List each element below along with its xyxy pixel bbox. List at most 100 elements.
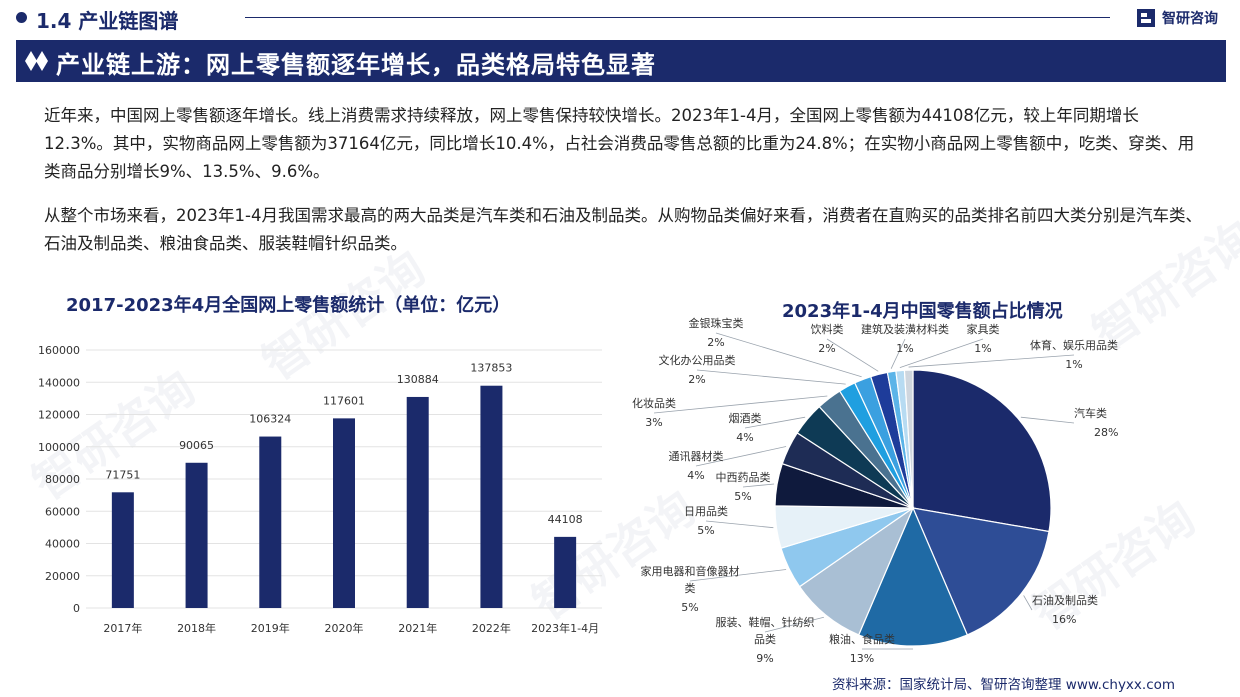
divider: [245, 17, 1110, 18]
data-label: 71751: [105, 468, 140, 481]
slice-label: 汽车类: [1074, 406, 1107, 420]
y-tick-label: 80000: [45, 473, 80, 486]
slice-pct-label: 5%: [681, 601, 698, 614]
y-tick-label: 0: [73, 602, 80, 615]
slice-pct-label: 9%: [756, 652, 773, 665]
data-label: 44108: [548, 513, 583, 526]
leader-line: [696, 369, 846, 385]
y-tick-label: 60000: [45, 505, 80, 518]
bar: [259, 436, 282, 608]
slice-label: 通讯器材类: [669, 449, 724, 463]
data-label: 137853: [470, 362, 512, 375]
pie-slice: [903, 369, 914, 509]
leader-line: [826, 338, 879, 372]
banner-title: 产业链上游：网上零售额逐年增长，品类格局特色显著: [56, 51, 656, 79]
leader-line: [689, 569, 787, 582]
slice-pct-label: 2%: [707, 336, 724, 349]
bar: [111, 492, 134, 608]
slice-label: 金银珠宝类: [689, 316, 744, 330]
slice-pct-label: 3%: [645, 416, 662, 429]
brand-logo-icon: [1137, 9, 1155, 27]
y-tick-label: 40000: [45, 538, 80, 551]
bar-chart: 0 20000 40000 60000 80000 100000 120000 140000 1…: [38, 344, 602, 635]
leader-line: [908, 354, 1075, 368]
y-tick-label: 160000: [38, 344, 80, 357]
slice-pct-label: 1%: [1065, 358, 1082, 371]
leader-line: [653, 395, 828, 414]
x-tick-label: 2021年: [398, 621, 437, 635]
y-tick-label: 120000: [38, 409, 80, 422]
paragraph-2: 从整个市场来看，2023年1-4月我国需求最高的两大品类是汽车类和石油及制品类。…: [44, 206, 1202, 253]
slice-pct-label: 1%: [896, 342, 913, 355]
slice-label: 文化办公用品类: [659, 353, 736, 367]
slice-label: 服装、鞋帽、针纺织: [716, 615, 815, 629]
x-tick-label: 2022年: [472, 621, 511, 635]
slice-pct-label: 4%: [736, 431, 753, 444]
pie-chart-title: 2023年1-4月中国零售额占比情况: [782, 301, 1063, 322]
slice-pct-label: 5%: [734, 490, 751, 503]
x-tick-label: 2020年: [325, 621, 364, 635]
slice-pct-label: 4%: [687, 469, 704, 482]
bar: [554, 536, 577, 608]
brand-name: 智研咨询: [1162, 11, 1218, 27]
slice-pct-label: 5%: [697, 524, 714, 537]
data-label: 106324: [249, 413, 291, 426]
banner: 产业链上游：网上零售额逐年增长，品类格局特色显著: [16, 40, 1226, 82]
slice-pct-label: 28%: [1094, 426, 1118, 439]
data-label: 130884: [397, 373, 439, 386]
brand-logo: 智研咨询: [1136, 6, 1218, 30]
slice-label: 品类: [754, 632, 776, 646]
slice-label: 石油及制品类: [1032, 593, 1098, 607]
slice-label: 体育、娱乐用品类: [1030, 338, 1118, 352]
leader-line: [742, 483, 775, 488]
y-tick-label: 140000: [38, 376, 80, 389]
slice-label: 日用品类: [684, 504, 728, 518]
x-tick-label: 2023年1-4月: [531, 621, 599, 635]
slice-label: 建筑及装潢材料类: [861, 322, 949, 336]
slice-label: 家用电器和音像器材: [641, 564, 740, 578]
leader-line: [1023, 595, 1033, 611]
slice-pct-label: 16%: [1052, 613, 1076, 626]
bar: [480, 385, 503, 608]
source-note: 资料来源：国家统计局、智研咨询整理 www.chyxx.com: [832, 677, 1176, 693]
slice-label: 粮油、食品类: [829, 632, 895, 646]
bar: [333, 418, 355, 608]
x-tick-label: 2017年: [103, 621, 142, 635]
slice-label: 烟酒类: [729, 411, 762, 425]
x-tick-label: 2018年: [177, 621, 216, 635]
bar: [406, 396, 429, 608]
leader-line: [890, 338, 906, 369]
y-tick-label: 100000: [38, 441, 80, 454]
slice-pct-label: 1%: [974, 342, 991, 355]
top-bar: 1.4 产业链图谱 智研咨询: [0, 0, 1240, 38]
paragraph-1: 近年来，中国网上零售额逐年增长。线上消费需求持续释放，网上零售保持较快增长。20…: [44, 106, 1195, 181]
leader-line: [1020, 416, 1075, 424]
bar: [185, 462, 208, 608]
data-label: 90065: [179, 439, 214, 452]
leader-line: [899, 338, 984, 368]
leader-line: [744, 416, 806, 429]
slice-pct-label: 2%: [688, 373, 705, 386]
slice-label: 类: [685, 581, 696, 595]
diamond-icon: [25, 51, 48, 71]
section-title: 1.4 产业链图谱: [36, 9, 179, 33]
section-bullet-icon: [16, 12, 27, 23]
bar-chart-title: 2017-2023年4月全国网上零售额统计（单位：亿元）: [66, 295, 511, 316]
slice-pct-label: 2%: [818, 342, 835, 355]
slice-label: 家具类: [967, 322, 1000, 336]
leader-line: [705, 520, 774, 529]
pie-slice: [912, 507, 1050, 636]
leader-line: [695, 446, 787, 467]
slice-label: 中西药品类: [716, 470, 771, 484]
slice-pct-label: 13%: [850, 652, 874, 665]
leader-line: [764, 616, 824, 633]
leader-line: [715, 332, 862, 378]
data-label: 117601: [323, 394, 365, 407]
y-tick-label: 20000: [45, 570, 80, 583]
pie-slice: [912, 369, 1052, 533]
slice-label: 饮料类: [811, 322, 844, 336]
pie-slice: [857, 506, 969, 647]
x-tick-label: 2019年: [251, 621, 290, 635]
slice-label: 化妆品类: [632, 396, 676, 410]
